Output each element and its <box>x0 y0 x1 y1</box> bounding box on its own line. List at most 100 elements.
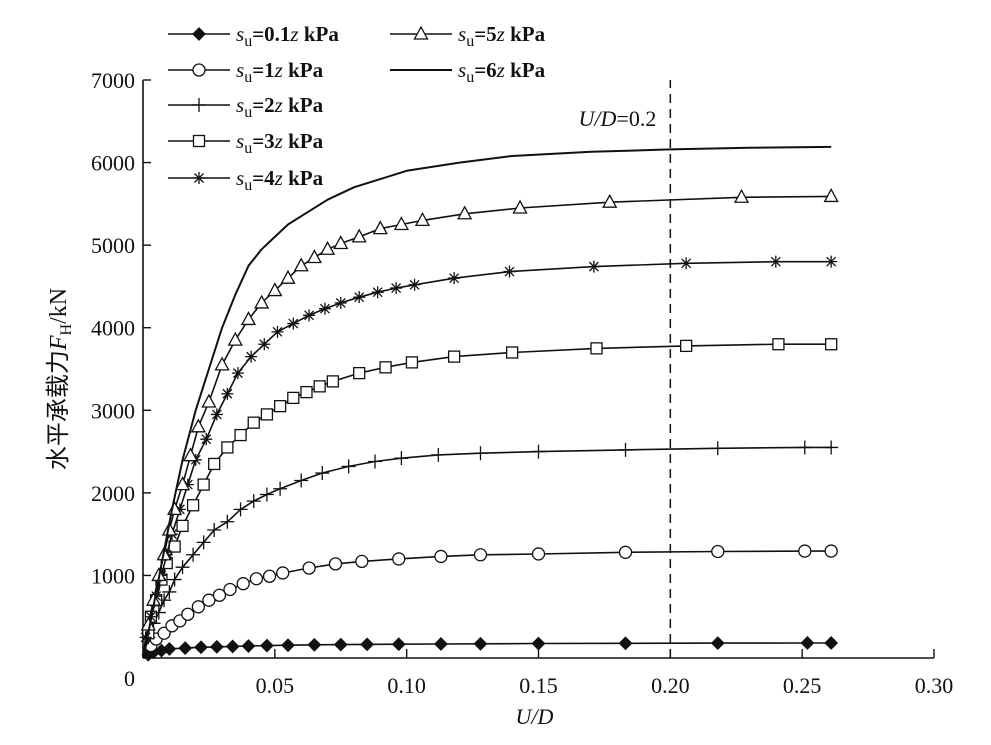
data-point <box>208 457 221 471</box>
data-point <box>798 544 812 558</box>
data-point <box>733 188 750 203</box>
data-point <box>210 408 223 421</box>
data-point <box>772 338 785 351</box>
legend-entry: su=3z kPa <box>168 129 324 157</box>
data-point <box>431 447 446 462</box>
data-point <box>341 459 356 474</box>
data-point <box>602 193 618 208</box>
data-point <box>393 216 409 231</box>
series-5 <box>139 255 838 659</box>
data-point <box>307 637 322 652</box>
data-point <box>182 447 199 462</box>
data-point <box>531 636 546 651</box>
y-tick-label: 2000 <box>91 481 135 506</box>
data-point <box>178 641 193 656</box>
data-point <box>473 636 488 651</box>
data-point <box>271 325 284 338</box>
series-6 <box>140 188 839 659</box>
x-axis-label: U/D <box>516 704 554 729</box>
data-point <box>287 391 300 405</box>
data-point <box>512 199 528 214</box>
series-2 <box>142 544 838 659</box>
data-point <box>531 547 546 561</box>
legend-entry: su=4z kPa <box>168 166 324 194</box>
data-point <box>247 416 260 429</box>
data-point <box>824 636 839 650</box>
data-point <box>447 350 461 363</box>
data-point <box>233 502 248 517</box>
data-point <box>254 294 270 309</box>
data-point <box>214 356 230 371</box>
x-tick-label: 0.15 <box>519 673 558 698</box>
x-tick-label: 0.05 <box>256 673 295 698</box>
data-point <box>280 269 296 284</box>
y-tick-label: 1000 <box>91 563 135 588</box>
y-tick-label: 3000 <box>91 398 135 423</box>
data-point <box>162 641 177 656</box>
legend-label: su=0.1z kPa <box>236 22 339 50</box>
legend-entry: su=6z kPa <box>390 58 546 86</box>
data-point <box>259 487 274 502</box>
data-point <box>618 442 633 457</box>
data-point <box>302 561 316 575</box>
legend-entry: su=5z kPa <box>390 22 546 50</box>
legend-label: su=1z kPa <box>236 58 324 86</box>
data-point <box>186 499 200 512</box>
data-point <box>246 494 261 509</box>
data-point <box>186 547 201 562</box>
data-point <box>355 554 369 569</box>
data-point <box>194 640 208 655</box>
data-point <box>231 367 244 380</box>
data-point <box>405 356 419 369</box>
legend-label: su=2z kPa <box>236 93 324 121</box>
data-point <box>223 582 237 597</box>
data-point <box>267 282 283 297</box>
series-7 <box>142 145 832 659</box>
series-line <box>142 446 832 659</box>
data-point <box>306 249 322 264</box>
legend-entry: su=0.1z kPa <box>168 22 339 50</box>
data-point <box>379 361 392 374</box>
series-line <box>142 145 832 659</box>
data-point <box>353 291 366 304</box>
legend-marker <box>192 63 206 77</box>
data-point <box>372 220 388 235</box>
data-point <box>319 240 336 255</box>
data-point <box>334 296 347 309</box>
data-point <box>800 636 815 650</box>
data-point <box>262 569 277 583</box>
data-point <box>174 476 191 491</box>
legend-label: su=5z kPa <box>458 22 546 50</box>
legend-entry: su=1z kPa <box>168 58 324 86</box>
series-1 <box>141 636 839 662</box>
data-point <box>505 346 519 359</box>
data-point <box>249 572 264 586</box>
data-point <box>245 350 258 363</box>
data-point <box>473 446 488 461</box>
legend-marker <box>192 27 206 41</box>
data-point <box>220 514 235 529</box>
legend-label: su=4z kPa <box>236 166 324 194</box>
data-point <box>181 478 194 491</box>
data-point <box>587 260 600 273</box>
data-point <box>408 278 421 291</box>
data-point <box>221 387 234 400</box>
data-point <box>769 255 782 268</box>
data-point <box>294 473 309 488</box>
data-point <box>680 257 693 270</box>
data-point <box>281 638 295 653</box>
data-point <box>236 577 250 591</box>
data-point <box>190 418 206 433</box>
x-tick-label: 0.20 <box>651 673 690 698</box>
data-point <box>823 188 839 203</box>
data-point <box>300 385 313 399</box>
data-point <box>315 466 330 481</box>
legend: su=0.1z kPa su=1z kPa su=2z kPa su=3z kPa su… <box>168 22 546 194</box>
x-tick-label: 0.25 <box>783 673 822 698</box>
data-point <box>221 441 234 454</box>
data-point <box>680 339 693 353</box>
data-point <box>207 523 222 538</box>
data-point <box>473 548 488 562</box>
data-point <box>318 302 331 315</box>
